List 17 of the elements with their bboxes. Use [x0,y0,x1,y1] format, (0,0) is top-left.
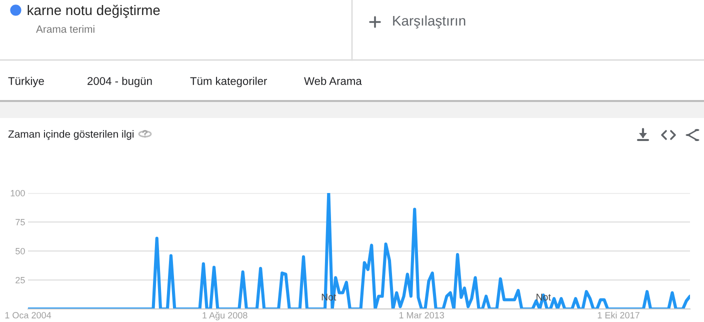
text: Tüm kategoriler [190,76,267,88]
y-tick-label: 100 [10,190,25,196]
text: Karşılaştırın [393,15,466,29]
y-tick-label: 25 [16,276,25,284]
x-tick-label: 1 Oca 2004 [5,312,52,318]
text: 2004 - bugün [88,76,152,88]
chart-title: Zaman içinde gösterilen ilgi [8,130,134,140]
text: Türkiye [8,76,44,88]
text: Web Arama [304,76,362,85]
x-tick-label: 1 Eki 2017 [598,312,640,318]
y-tick-label: 50 [16,248,25,254]
y-tick-label: 75 [16,219,25,226]
text: karne notu değiştirme [28,4,160,18]
line-series [28,193,690,309]
x-tick-label: 1 Ağu 2008 [202,312,248,320]
text: Arama terimi [36,25,94,33]
x-tick-label: 1 Mar 2013 [399,312,444,318]
